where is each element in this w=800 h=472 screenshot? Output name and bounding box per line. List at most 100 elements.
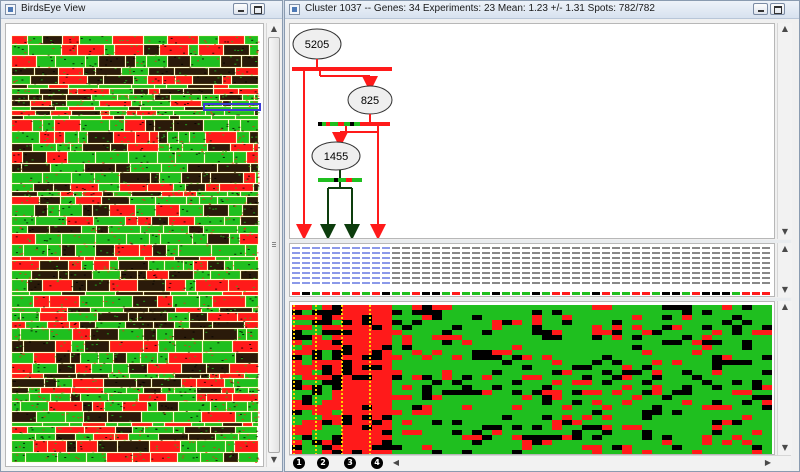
minimize-button[interactable] bbox=[233, 3, 248, 15]
scroll-down-icon[interactable]: ▼ bbox=[781, 227, 789, 236]
scroll-up-icon[interactable]: ▲ bbox=[270, 24, 278, 33]
heatmap-cell bbox=[732, 370, 742, 375]
heatmap-cell bbox=[452, 410, 462, 415]
heatmap-cell bbox=[552, 320, 562, 325]
heatmap-cell bbox=[522, 390, 532, 395]
heatmap-cell bbox=[682, 330, 692, 335]
heatmap-cell bbox=[662, 445, 672, 450]
heatmap-cell bbox=[592, 405, 602, 410]
maximize-button[interactable] bbox=[250, 3, 265, 15]
heatmap-cell bbox=[392, 420, 402, 425]
heatmap-cell bbox=[412, 345, 422, 350]
birdseye-block bbox=[12, 197, 39, 204]
heatmap-vscroll[interactable]: ▲ ▼ bbox=[777, 301, 792, 455]
birdseye-block bbox=[174, 412, 201, 422]
birdseye-block bbox=[97, 226, 108, 233]
birdseye-block bbox=[144, 329, 156, 340]
selection-highlight[interactable] bbox=[203, 103, 261, 111]
heatmap-cell bbox=[662, 370, 672, 375]
heatmap-cell bbox=[392, 310, 402, 315]
scroll-down-icon[interactable]: ▼ bbox=[781, 443, 789, 452]
heatmap-cell bbox=[522, 310, 532, 315]
heatmap-cell bbox=[412, 445, 422, 450]
birdseye-block bbox=[12, 111, 35, 115]
birdseye-block bbox=[168, 56, 190, 67]
heatmap-cell bbox=[522, 375, 532, 380]
scroll-up-icon[interactable]: ▲ bbox=[781, 24, 789, 33]
heatmap-cell bbox=[302, 310, 312, 315]
heatmap-cell bbox=[442, 430, 452, 435]
heatmap-cell bbox=[322, 345, 332, 350]
heatmap-cell bbox=[442, 400, 452, 405]
heatmap-cell bbox=[732, 390, 742, 395]
birdseye-block bbox=[216, 434, 238, 440]
heatmap-cell bbox=[592, 390, 602, 395]
birdseye-block bbox=[58, 453, 86, 462]
birdseye-scroll-thumb[interactable] bbox=[268, 37, 280, 453]
heatmap-cell bbox=[322, 305, 332, 310]
heatmap-cell bbox=[752, 315, 762, 320]
birdseye-block bbox=[96, 234, 126, 244]
heatmap-cell bbox=[372, 385, 382, 390]
birdseye-block bbox=[127, 388, 143, 393]
birdseye-block bbox=[151, 453, 177, 462]
cluster-titlebar[interactable]: Cluster 1037 -- Genes: 34 Experiments: 2… bbox=[285, 1, 799, 19]
heatmap-cell bbox=[552, 380, 562, 385]
heatmap-cell bbox=[532, 340, 542, 345]
minimize-button[interactable] bbox=[753, 3, 768, 15]
heatmap-cell bbox=[492, 410, 502, 415]
heatmap-cell bbox=[632, 330, 642, 335]
birdseye-vscroll[interactable]: ▲ ▼ bbox=[266, 23, 281, 467]
heatmap-cell bbox=[472, 325, 482, 330]
heatmap-cell bbox=[662, 400, 672, 405]
heatmap-cell bbox=[762, 330, 772, 335]
scroll-down-icon[interactable]: ▼ bbox=[781, 285, 789, 294]
scroll-up-icon[interactable]: ▲ bbox=[781, 302, 789, 311]
birdseye-block bbox=[248, 402, 258, 411]
scroll-down-icon[interactable]: ▼ bbox=[270, 455, 278, 464]
heatmap-cell bbox=[682, 340, 692, 345]
heatmap-cell bbox=[602, 325, 612, 330]
labels-vscroll[interactable]: ▲ ▼ bbox=[777, 243, 792, 297]
heatmap-cell bbox=[662, 355, 672, 360]
birdseye-heatmap[interactable] bbox=[6, 24, 264, 467]
heatmap-cell bbox=[372, 450, 382, 454]
heatmap-cell bbox=[452, 320, 462, 325]
heatmap-hscroll[interactable]: 1 2 3 4 ◀ ▶ bbox=[289, 455, 791, 470]
birdseye-block bbox=[243, 205, 258, 216]
birdseye-block bbox=[12, 364, 32, 373]
birdseye-titlebar[interactable]: BirdsEye View bbox=[1, 1, 282, 19]
scroll-right-icon[interactable]: ▶ bbox=[764, 458, 772, 467]
heatmap-cell bbox=[602, 405, 612, 410]
tree-vscroll[interactable]: ▲ ▼ bbox=[777, 23, 792, 239]
heatmap-cell bbox=[532, 425, 542, 430]
heatmap-cell bbox=[752, 420, 762, 425]
panel-splitter[interactable] bbox=[289, 298, 791, 301]
heatmap-cell bbox=[552, 405, 562, 410]
maximize-button[interactable] bbox=[770, 3, 785, 15]
birdseye-block bbox=[208, 261, 224, 270]
scroll-up-icon[interactable]: ▲ bbox=[781, 244, 789, 253]
birdseye-block bbox=[12, 173, 42, 183]
cluster-heatmap[interactable] bbox=[290, 302, 775, 455]
birdseye-block bbox=[228, 192, 240, 196]
experiment-labels[interactable] bbox=[290, 244, 775, 297]
panel-splitter[interactable] bbox=[289, 240, 791, 243]
heatmap-cell bbox=[672, 375, 682, 380]
heatmap-cell bbox=[502, 370, 512, 375]
scroll-left-icon[interactable]: ◀ bbox=[392, 458, 400, 467]
heatmap-cell bbox=[572, 335, 582, 340]
heatmap-cell bbox=[762, 450, 772, 454]
heatmap-cell bbox=[512, 375, 522, 380]
heatmap-cell bbox=[342, 415, 352, 420]
tree-node-1455[interactable] bbox=[311, 141, 361, 171]
heatmap-cell bbox=[562, 340, 572, 345]
heatmap-cell bbox=[542, 370, 552, 375]
heatmap-cell bbox=[412, 330, 422, 335]
birdseye-block bbox=[87, 453, 106, 462]
cluster-tree[interactable]: 5205 825 1455 bbox=[290, 24, 775, 239]
heatmap-cell bbox=[592, 330, 602, 335]
heatmap-cell bbox=[382, 370, 392, 375]
heatmap-cell bbox=[402, 360, 412, 365]
heatmap-cell bbox=[632, 370, 642, 375]
